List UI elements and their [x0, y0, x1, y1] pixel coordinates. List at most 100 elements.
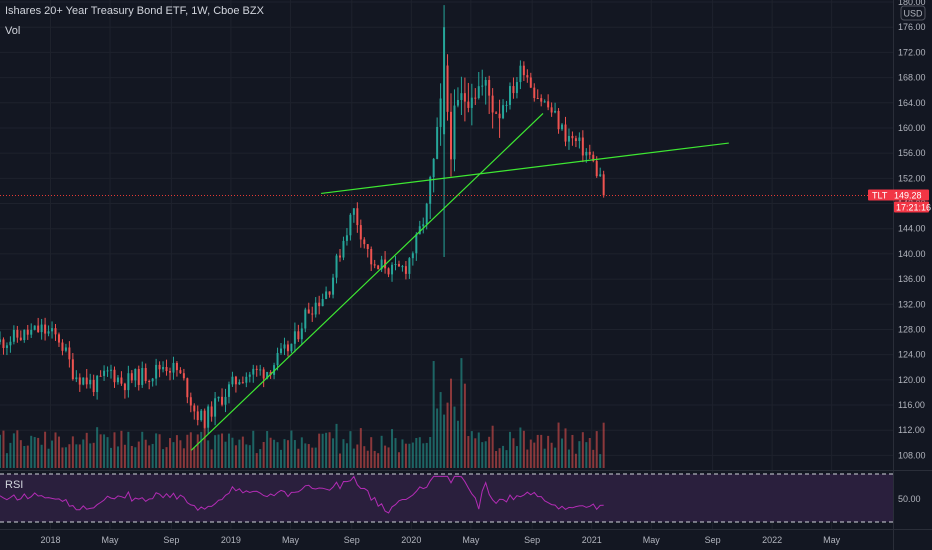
volume-bar: [23, 445, 26, 468]
volume-bar: [547, 435, 550, 468]
candle-body: [491, 95, 494, 113]
candle-body: [172, 362, 175, 373]
volume-bar: [134, 447, 137, 468]
candle-body: [588, 151, 591, 155]
volume-label[interactable]: Vol: [5, 25, 21, 37]
chart-title[interactable]: Ishares 20+ Year Treasury Bond ETF, 1W, …: [5, 5, 264, 17]
volume-bar: [51, 440, 54, 468]
volume-bar: [116, 446, 119, 468]
volume-bar: [554, 447, 557, 468]
candle-body: [495, 112, 498, 114]
volume-bar: [30, 435, 33, 468]
volume-bar: [71, 436, 74, 468]
time-axis-labels[interactable]: 2018 May Sep 2019 May Sep 2020 May Sep 2021 May Sep…: [40, 535, 840, 545]
candle-body: [44, 324, 47, 334]
volume-bar: [450, 378, 453, 468]
candle-body: [255, 368, 258, 370]
candle-body: [425, 203, 428, 225]
trendline: [321, 142, 729, 195]
candle-body: [259, 369, 262, 371]
volume-bar: [318, 433, 321, 468]
candle-body: [581, 137, 584, 156]
candle-body: [439, 98, 442, 127]
last-price-symbol: TLT: [872, 190, 888, 200]
candle-body: [127, 373, 130, 391]
price-tick-label: 180.00: [898, 0, 926, 7]
last-price-value: 149.28: [894, 190, 922, 200]
price-axis-ticks[interactable]: 108.00 112.00 116.00 120.00 124.00 128.00 132.…: [898, 0, 926, 460]
volume-bar: [276, 442, 279, 468]
time-tick-label: May: [282, 535, 300, 545]
volume-bar: [168, 438, 171, 468]
candle-body: [290, 343, 293, 352]
candle-body: [432, 158, 435, 178]
candle-body: [16, 329, 19, 338]
volume-bar: [234, 445, 237, 468]
volume-bar: [592, 449, 595, 468]
time-tick-label: 2021: [582, 535, 602, 545]
volume-bar: [477, 432, 480, 468]
price-tick-label: 160.00: [898, 123, 926, 133]
volume-bar: [280, 449, 283, 468]
volume-bar: [314, 447, 317, 468]
candle-body: [37, 325, 40, 333]
volume-bar: [359, 428, 362, 468]
volume-bar: [460, 358, 463, 468]
volume-bar: [370, 437, 373, 468]
candle-body: [370, 249, 373, 265]
volume-bar: [245, 444, 248, 468]
volume-bars: [0, 358, 605, 468]
candle-body: [57, 334, 60, 343]
candle-body: [325, 291, 328, 300]
candle-body: [536, 98, 539, 100]
volume-bar: [37, 437, 40, 468]
price-tick-label: 128.00: [898, 324, 926, 334]
price-tick-label: 156.00: [898, 148, 926, 158]
volume-bar: [255, 453, 258, 468]
currency-label: USD: [903, 9, 923, 19]
volume-bar: [311, 447, 314, 468]
price-tick-label: 108.00: [898, 450, 926, 460]
rsi-line: [0, 475, 604, 514]
volume-bar: [99, 434, 102, 468]
candle-body: [64, 347, 67, 351]
candle-body: [338, 255, 341, 258]
time-tick-label: May: [102, 535, 120, 545]
volume-bar: [519, 427, 522, 468]
candle-body: [0, 339, 1, 343]
candle-body: [456, 100, 459, 106]
volume-bar: [113, 432, 116, 468]
volume-bar: [557, 422, 560, 468]
candle-body: [224, 396, 227, 405]
volume-bar: [595, 431, 598, 468]
candle-body: [540, 98, 543, 102]
candle-body: [23, 329, 26, 341]
volume-bar: [574, 453, 577, 468]
candle-body: [120, 377, 123, 384]
volume-bar: [401, 439, 404, 468]
candle-body: [550, 107, 553, 113]
volume-bar: [325, 432, 328, 468]
candle-body: [522, 65, 525, 76]
volume-bar: [321, 433, 324, 468]
volume-bar: [130, 445, 133, 468]
candle-body: [446, 65, 449, 112]
candle-body: [321, 299, 324, 307]
candle-body: [567, 135, 570, 142]
volume-bar: [352, 448, 355, 468]
volume-bar: [214, 435, 217, 468]
candle-body: [286, 344, 289, 352]
trendlines[interactable]: [190, 113, 729, 451]
currency-badge[interactable]: USD: [900, 5, 926, 21]
volume-bar: [106, 437, 109, 468]
candle-body: [373, 264, 376, 266]
candle-body: [595, 161, 598, 177]
candle-body: [283, 344, 286, 349]
volume-bar: [2, 430, 5, 468]
volume-bar: [533, 442, 536, 468]
candle-body: [311, 313, 314, 315]
volume-bar: [155, 433, 158, 468]
candle-body: [335, 255, 338, 278]
volume-bar: [436, 408, 439, 468]
